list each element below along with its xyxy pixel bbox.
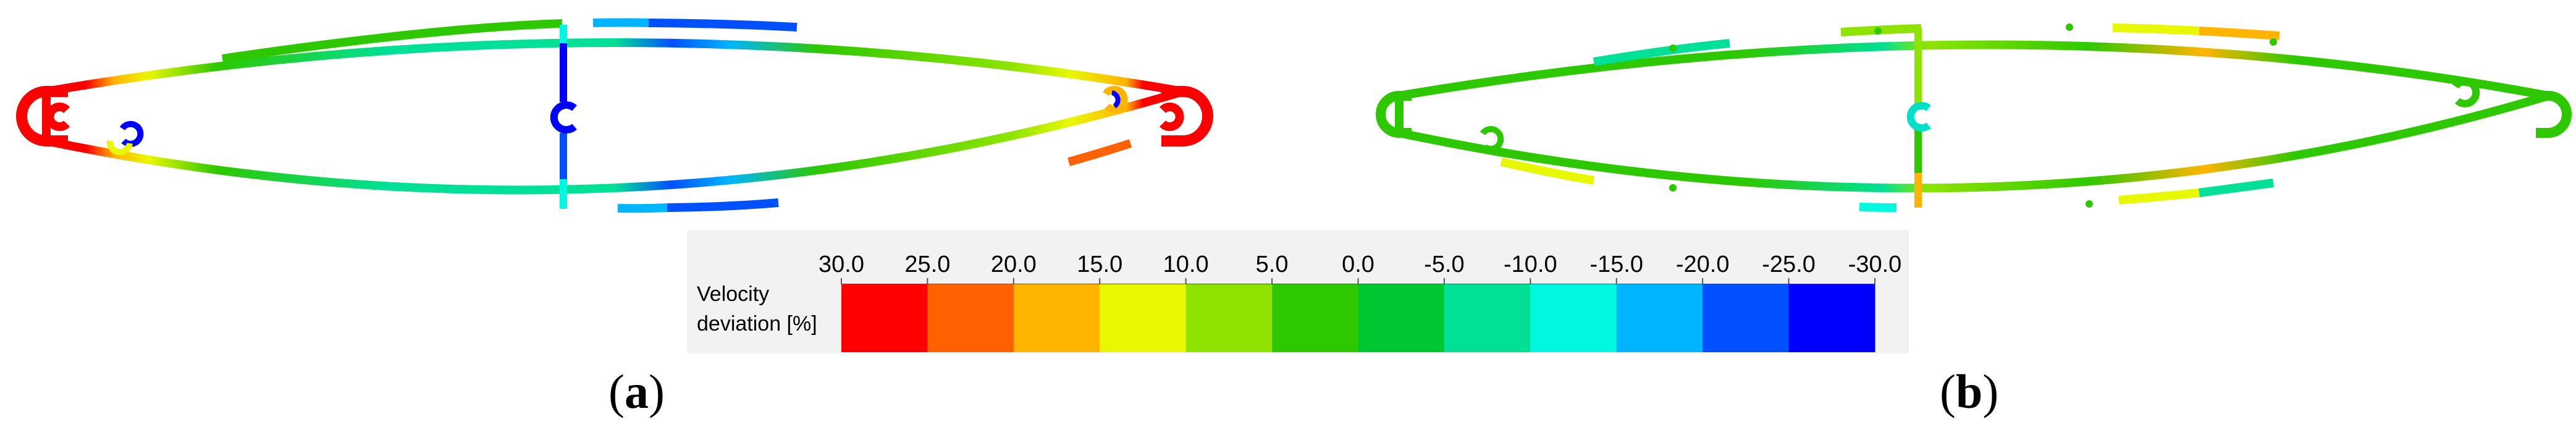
panel-b-bottom-band-cyan — [1859, 203, 1897, 212]
panel-b-right-nose — [2536, 91, 2572, 138]
legend-tick-label: -5.0 — [1424, 252, 1464, 277]
panel-a-right-inner-hook — [1102, 85, 1128, 113]
legend-tick-label: -15.0 — [1589, 252, 1643, 277]
panel-b-top-band-orange — [2199, 27, 2280, 40]
legend-tick-label: -10.0 — [1504, 252, 1557, 277]
legend-color-bin — [1272, 284, 1358, 352]
panel-b-top-band-cyan — [1593, 39, 1730, 66]
panel-b-top-band-yellow — [2112, 23, 2200, 35]
panel-b-outer-shell — [1395, 40, 2550, 193]
panel-b-bump — [2066, 23, 2073, 31]
legend-color-bin — [1358, 284, 1445, 352]
panel-a-left-nose — [16, 86, 68, 146]
legend-color-bin — [1444, 284, 1531, 352]
legend-tick-label: 5.0 — [1256, 252, 1289, 277]
panel-a-right-nose — [1161, 86, 1213, 146]
panel-a-bottom-band-orange — [1067, 139, 1132, 166]
legend-title-line2: deviation [%] — [697, 312, 817, 336]
legend-color-bin — [927, 284, 1014, 352]
panel-b-right-inner-hook — [2452, 77, 2480, 108]
panel-a-label: (a) — [608, 365, 665, 418]
panel-a-left-inner-hook-blue — [119, 120, 144, 147]
legend-tick-label: -30.0 — [1848, 252, 1902, 277]
panel-b-bump — [1669, 44, 1677, 52]
colorbar-legend: Velocity deviation [%] 30.0 25.0 20.0 15.0 1… — [687, 230, 1909, 353]
legend-tick-label: 10.0 — [1163, 252, 1209, 277]
legend-tick-label: 20.0 — [991, 252, 1037, 277]
panel-a-right-inner-hook-blue — [1111, 90, 1121, 109]
panel-a-top-band-blue — [648, 19, 798, 32]
legend-color-bin — [1616, 284, 1703, 352]
legend-tick-label: 0.0 — [1342, 252, 1374, 277]
legend-color-bin — [1013, 284, 1100, 352]
legend-color-bin — [1185, 284, 1273, 352]
panel-b-bump — [1669, 184, 1677, 192]
legend-tick-label: 30.0 — [819, 252, 864, 277]
panel-b-left-nose — [1376, 91, 1412, 138]
legend-color-bin — [1100, 284, 1187, 352]
panel-b-bottom-band-yellow-left — [1500, 158, 1595, 185]
panel-a-web-hook — [550, 101, 577, 133]
legend-color-bin — [1788, 284, 1875, 352]
panel-b-bump — [1874, 27, 1882, 35]
legend-tick-label: -25.0 — [1762, 252, 1816, 277]
panel-a-right-hook — [1159, 103, 1184, 131]
panel-b-bump — [2270, 38, 2277, 46]
panel-a-outer-shell — [42, 38, 1184, 195]
panel-a-bottom-band-blue — [667, 198, 779, 212]
legend-color-bin — [1703, 284, 1790, 352]
legend-color-bin — [841, 284, 928, 352]
panel-b-label-letter: b — [1956, 365, 1982, 418]
legend-color-bins — [841, 284, 1875, 352]
legend-tick-label: -20.0 — [1676, 252, 1730, 277]
panel-a-left-inner-hook-yellow — [106, 140, 133, 156]
panel-b-web-hook — [1906, 102, 1931, 132]
legend-tick-label: 25.0 — [904, 252, 950, 277]
panel-b-bottom-band-cyan2 — [2199, 179, 2274, 197]
panel-b-bump — [2086, 200, 2093, 208]
legend-title-line1: Velocity — [697, 282, 769, 306]
legend-color-bin — [1530, 284, 1617, 352]
panel-b-label: (b) — [1940, 365, 1998, 418]
panel-b-profile — [1376, 23, 2572, 212]
panel-a-profile — [16, 18, 1213, 213]
panel-a-top-band-green — [221, 19, 563, 63]
panel-b-bottom-band-yellow — [2118, 188, 2200, 205]
panel-b-left-inner-hook — [1480, 125, 1504, 152]
panel-a-label-letter: a — [625, 365, 649, 418]
legend-tick-label: 15.0 — [1077, 252, 1122, 277]
panel-a-left-hook — [45, 103, 70, 131]
